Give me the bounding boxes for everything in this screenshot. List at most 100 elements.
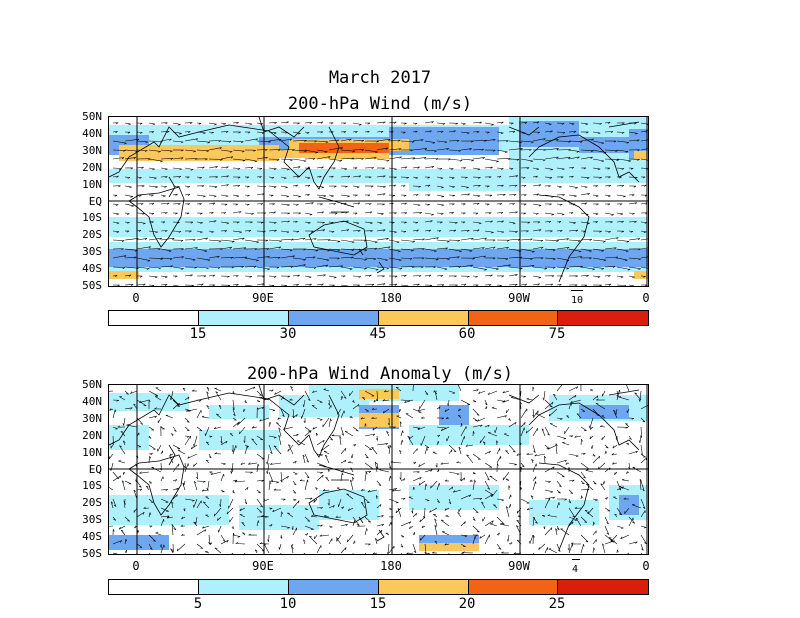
wind-vector-head — [568, 141, 571, 143]
wind-vector — [376, 523, 384, 527]
wind-vector-head — [260, 505, 263, 508]
wind-vector-head — [570, 492, 573, 494]
wind-vector-head — [146, 268, 150, 270]
wind-vector-head — [122, 423, 124, 426]
wind-vector — [218, 525, 222, 533]
wind-vector — [532, 158, 546, 161]
wind-vector-head — [599, 230, 602, 233]
wind-vector — [292, 480, 297, 486]
wind-vector-head — [416, 448, 418, 451]
wind-vector-head — [206, 150, 210, 152]
wind-vector-head — [645, 130, 648, 133]
wind-vector — [544, 466, 555, 473]
wind-vector-head — [138, 229, 142, 233]
wind-vector-head — [290, 159, 293, 162]
wind-vector-head — [567, 548, 570, 551]
wind-vector — [424, 140, 435, 143]
wind-vector-head — [619, 513, 622, 516]
wind-vector-head — [404, 400, 407, 403]
wind-vector — [112, 248, 124, 250]
wind-vector-head — [409, 521, 412, 524]
wind-vector — [340, 472, 343, 482]
wind-vector-head — [586, 177, 590, 179]
wind-vector — [520, 408, 528, 419]
wind-vector — [508, 494, 512, 500]
wind-vector-head — [247, 195, 250, 197]
wind-vector-head — [139, 471, 142, 474]
wind-vector — [268, 167, 277, 169]
wind-vector-head — [306, 533, 309, 536]
wind-vector-head — [644, 222, 648, 224]
wind-vector-head — [370, 222, 373, 224]
wind-vector — [616, 185, 624, 187]
wind-vector-head — [617, 549, 619, 553]
wind-vector-head — [297, 175, 300, 178]
wind-vector-head — [522, 177, 526, 179]
wind-vector-head — [276, 266, 280, 269]
wind-vector-head — [232, 392, 235, 395]
wind-vector — [506, 408, 510, 414]
wind-vector — [279, 543, 282, 550]
wind-vector-head — [164, 284, 168, 286]
wind-vector — [580, 176, 590, 178]
wind-vector — [532, 481, 536, 491]
wind-vector — [627, 552, 630, 554]
wind-vector-head — [637, 159, 640, 161]
wind-vector-head — [526, 397, 530, 400]
panel1-cb-label-3: 45 — [369, 326, 387, 342]
wind-vector-head — [222, 540, 226, 542]
wind-vector — [292, 414, 298, 419]
wind-vector-head — [269, 508, 273, 510]
wind-vector-head — [352, 401, 355, 403]
wind-vector — [136, 480, 142, 488]
wind-vector-head — [202, 166, 205, 169]
wind-vector-head — [368, 470, 372, 473]
wind-vector — [274, 390, 282, 395]
wind-vector — [580, 266, 595, 270]
wind-vector — [616, 212, 624, 215]
wind-vector — [268, 389, 274, 392]
wind-vector-head — [190, 221, 194, 224]
wind-vector-head — [553, 258, 556, 261]
wind-vector-head — [581, 495, 583, 498]
wind-vector-head — [169, 258, 173, 261]
wind-vector-head — [550, 130, 553, 133]
wind-vector-head — [587, 222, 590, 225]
wind-vector-head — [394, 488, 397, 491]
wind-vector — [220, 175, 229, 178]
wind-vector-head — [119, 445, 122, 448]
wind-vector-head — [133, 256, 137, 259]
wind-vector — [448, 552, 450, 554]
wind-vector-head — [550, 169, 553, 171]
wind-vector-head — [272, 410, 276, 412]
wind-vector-head — [479, 498, 483, 500]
wind-vector-head — [180, 141, 184, 144]
wind-vector-head — [270, 524, 273, 527]
wind-vector — [532, 408, 535, 418]
wind-vector — [604, 131, 614, 133]
wind-vector-head — [503, 194, 506, 196]
wind-vector-head — [236, 122, 239, 125]
wind-vector — [520, 248, 535, 252]
wind-vector — [478, 390, 486, 394]
wind-vector-head — [291, 527, 294, 530]
wind-vector — [388, 488, 397, 491]
wind-vector-head — [168, 250, 172, 252]
wind-vector — [304, 131, 310, 133]
wind-vector — [110, 462, 114, 471]
wind-vector-head — [382, 167, 385, 170]
wind-vector — [256, 489, 261, 494]
wind-vector-head — [368, 521, 371, 523]
wind-vector — [400, 157, 415, 160]
wind-vector-head — [575, 275, 578, 278]
wind-vector — [360, 501, 366, 509]
wind-vector-head — [190, 169, 194, 171]
wind-vector-head — [488, 451, 491, 454]
wind-vector-head — [227, 285, 230, 286]
wind-vector — [112, 239, 125, 241]
wind-vector — [556, 149, 571, 151]
wind-vector-head — [501, 220, 504, 223]
wind-vector-head — [187, 203, 190, 206]
wind-vector-head — [242, 160, 246, 162]
wind-vector — [496, 131, 504, 134]
